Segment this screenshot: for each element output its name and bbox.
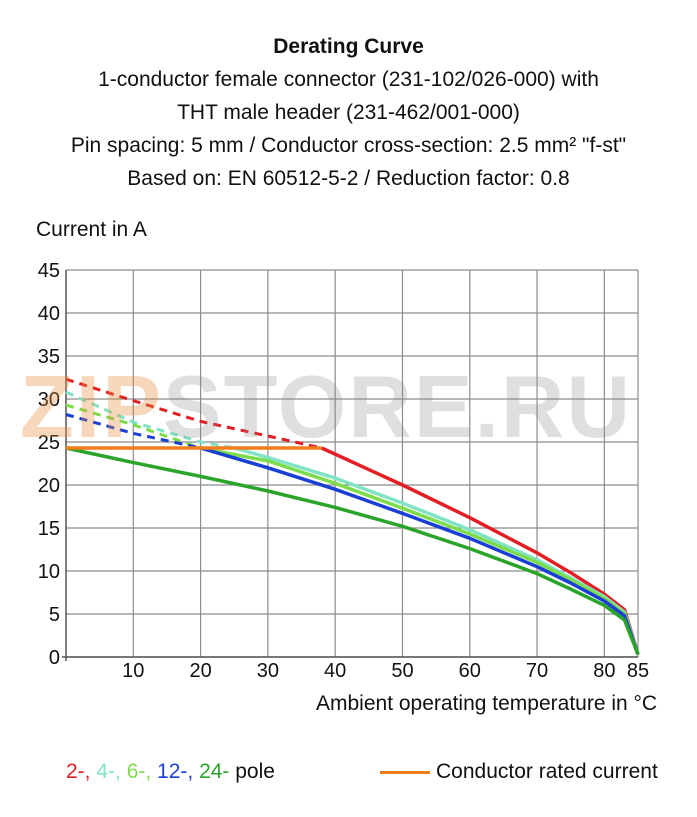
series-line-3 (200, 446, 640, 655)
series-line-dashed-2 (65, 403, 202, 450)
y-axis-label: Current in A (36, 218, 147, 241)
chart-subtitle-line-2: THT male header (231-462/001-000) (177, 101, 520, 124)
series-line-dashed-0 (65, 377, 323, 450)
legend-item-5: pole (229, 760, 275, 783)
x-tick-label: 60 (459, 660, 481, 682)
y-tick-label: 10 (38, 561, 60, 583)
chart-subtitle-line-1: 1-conductor female connector (231-102/02… (98, 68, 599, 91)
legend-rated-current: Conductor rated current (380, 760, 658, 784)
series-line-1 (233, 446, 640, 655)
chart-title-block: Derating Curve 1-conductor female connec… (0, 30, 697, 195)
y-tick-label: 15 (38, 518, 60, 540)
watermark-logo: ZIPSTORE.RU (20, 356, 632, 458)
y-tick-label: 0 (49, 647, 60, 669)
series-line-dashed-3 (65, 413, 201, 450)
chart-subtitle-line-4: Based on: EN 60512-5-2 / Reduction facto… (127, 167, 570, 190)
x-tick-label: 40 (324, 660, 346, 682)
legend-rated-label: Conductor rated current (436, 760, 658, 783)
y-tick-label: 40 (38, 303, 60, 325)
x-tick-label: 10 (122, 660, 144, 682)
series-line-0 (320, 446, 640, 655)
y-tick-label: 5 (49, 604, 60, 626)
legend-item-3: 12-, (157, 760, 200, 783)
watermark-part-2: STORE.RU (162, 357, 633, 456)
legend-item-0: 2-, (66, 760, 97, 783)
x-tick-label: 30 (257, 660, 279, 682)
legend-item-4: 24- (199, 760, 230, 783)
series-line-dashed-1 (65, 390, 235, 450)
y-tick-label: 25 (38, 432, 60, 454)
x-tick-label: 70 (526, 660, 548, 682)
watermark-part-1: ZIP (20, 357, 163, 456)
x-tick-label: 50 (391, 660, 413, 682)
chart-title: Derating Curve (273, 35, 424, 58)
legend-item-1: 4-, (96, 760, 127, 783)
legend-pole-series: 2-, 4-, 6-, 12-, 24- pole (66, 760, 275, 784)
y-tick-label: 45 (38, 260, 60, 282)
x-tick-label: 80 (593, 660, 615, 682)
series-line-2 (200, 446, 640, 655)
y-tick-label: 35 (38, 346, 60, 368)
x-axis-label: Ambient operating temperature in °C (316, 692, 658, 715)
x-tick-label: 20 (189, 660, 211, 682)
series-line-4 (65, 446, 640, 656)
x-tick-label: 85 (627, 660, 649, 682)
legend-item-2: 6-, (126, 760, 158, 783)
legend-rated-swatch (380, 770, 430, 774)
chart-subtitle-line-3: Pin spacing: 5 mm / Conductor cross-sect… (70, 134, 627, 157)
y-tick-label: 20 (38, 475, 60, 497)
y-tick-label: 30 (38, 389, 60, 411)
